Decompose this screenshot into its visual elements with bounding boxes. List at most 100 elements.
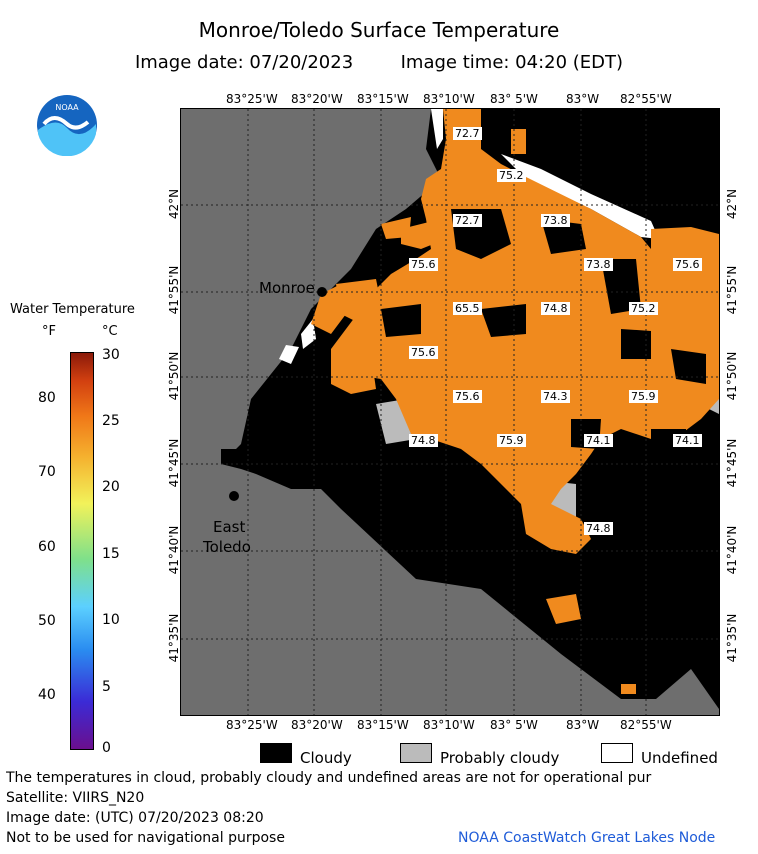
legend-unit-c: °C <box>102 324 118 339</box>
lat-label-right: 42°N <box>725 188 739 220</box>
lon-label-top: 83°25'W <box>226 92 278 106</box>
cloud-patch <box>381 304 421 337</box>
warm-water-area <box>621 684 636 694</box>
c-tick-30: 30 <box>102 347 120 363</box>
temp-label: 74.1 <box>584 434 613 447</box>
f-tick-40: 40 <box>38 687 56 703</box>
temperature-map[interactable]: 72.7 75.2 72.7 73.8 75.6 73.8 75.6 65.5 … <box>180 108 720 716</box>
c-tick-5: 5 <box>102 679 111 695</box>
lat-label-left: 41°45'N <box>167 438 181 488</box>
undefined-area <box>301 319 316 349</box>
f-tick-80: 80 <box>38 390 56 406</box>
cloud-patch <box>481 304 526 337</box>
graticule <box>181 109 719 715</box>
temp-label: 75.6 <box>673 258 702 271</box>
key-undefined-swatch <box>601 743 633 763</box>
image-time: Image time: 04:20 (EDT) <box>400 52 624 73</box>
lat-label-left: 41°50'N <box>167 351 181 401</box>
lon-label-top: 83°15'W <box>357 92 409 106</box>
temp-label: 73.8 <box>541 214 570 227</box>
lon-label-bottom: 83°W <box>566 718 600 732</box>
warm-water-area <box>511 129 526 154</box>
lon-label-bottom: 83° 5'W <box>490 718 538 732</box>
temperature-color-bar <box>70 352 94 750</box>
footer-utc-date: Image date: (UTC) 07/20/2023 08:20 <box>6 810 264 826</box>
footer-satellite: Satellite: VIIRS_N20 <box>6 790 145 806</box>
temp-label: 74.8 <box>584 522 613 535</box>
image-date-time: Image date: 07/20/2023 Image time: 04:20… <box>0 52 758 73</box>
lat-label-right: 41°50'N <box>725 351 739 401</box>
warm-water-area <box>401 219 446 249</box>
lat-label-left: 42°N <box>167 188 181 220</box>
legend-title: Water Temperature <box>10 302 135 317</box>
lon-label-bottom: 83°20'W <box>291 718 343 732</box>
monroe-marker <box>317 287 327 297</box>
lon-label-bottom: 83°10'W <box>423 718 475 732</box>
lon-label-bottom: 83°25'W <box>226 718 278 732</box>
lon-label-top: 83°10'W <box>423 92 475 106</box>
footer-note: The temperatures in cloud, probably clou… <box>6 770 652 786</box>
legend-unit-f: °F <box>42 324 56 339</box>
cloud-patch <box>621 329 651 359</box>
temp-label: 75.6 <box>409 258 438 271</box>
key-cloudy-swatch <box>260 743 292 763</box>
f-tick-50: 50 <box>38 613 56 629</box>
page-title: Monroe/Toledo Surface Temperature <box>198 18 560 42</box>
temp-label: 75.9 <box>629 390 658 403</box>
cloud-patch <box>541 219 586 254</box>
f-tick-60: 60 <box>38 539 56 555</box>
lon-label-top: 83°W <box>566 92 600 106</box>
warm-water-area <box>311 284 346 334</box>
temp-label: 75.2 <box>497 169 526 182</box>
f-tick-70: 70 <box>38 464 56 480</box>
key-cloudy-label: Cloudy <box>300 749 352 767</box>
lat-label-left: 41°35'N <box>167 613 181 663</box>
temp-label: 73.8 <box>584 258 613 271</box>
temp-label: 75.6 <box>409 346 438 359</box>
undefined-area <box>279 345 299 364</box>
image-date: Image date: 07/20/2023 <box>134 52 354 73</box>
warm-water-area <box>546 594 581 624</box>
lat-label-right: 41°45'N <box>725 438 739 488</box>
lon-label-bottom: 83°15'W <box>357 718 409 732</box>
cloud-patch <box>671 349 706 384</box>
place-east: East <box>213 518 246 536</box>
lat-label-left: 41°40'N <box>167 525 181 575</box>
place-k: K <box>709 171 719 189</box>
temp-label: 75.6 <box>453 390 482 403</box>
place-toledo: Toledo <box>203 538 251 556</box>
lon-label-top: 83° 5'W <box>490 92 538 106</box>
temp-label: 74.3 <box>541 390 570 403</box>
c-tick-0: 0 <box>102 740 111 756</box>
lat-label-right: 41°55'N <box>725 265 739 315</box>
lon-label-top: 82°55'W <box>620 92 672 106</box>
undefined-area <box>431 109 443 149</box>
temp-label: 72.7 <box>453 127 482 140</box>
footer-nav-note: Not to be used for navigational purpose <box>6 830 285 846</box>
place-monroe: Monroe <box>259 279 315 297</box>
temp-label: 72.7 <box>453 214 482 227</box>
undefined-area <box>501 154 659 239</box>
c-tick-10: 10 <box>102 612 120 628</box>
warm-water-area <box>331 354 376 394</box>
noaa-logo-text: NOAA <box>55 103 79 112</box>
lon-label-top: 83°20'W <box>291 92 343 106</box>
warm-water-area <box>381 217 411 239</box>
temp-label: 74.1 <box>673 434 702 447</box>
c-tick-15: 15 <box>102 546 120 562</box>
footer-credit: NOAA CoastWatch Great Lakes Node <box>458 830 716 846</box>
key-undefined-label: Undefined <box>641 749 718 767</box>
temp-label: 74.8 <box>409 434 438 447</box>
toledo-marker <box>229 491 239 501</box>
temp-label: 74.8 <box>541 302 570 315</box>
lat-label-right: 41°40'N <box>725 525 739 575</box>
key-probably-cloudy-swatch <box>400 743 432 763</box>
warm-water-area <box>336 279 381 324</box>
key-probably-cloudy-label: Probably cloudy <box>440 749 560 767</box>
c-tick-25: 25 <box>102 413 120 429</box>
temp-label: 75.2 <box>629 302 658 315</box>
lat-label-left: 41°55'N <box>167 265 181 315</box>
temp-label: 75.9 <box>497 434 526 447</box>
lat-label-right: 41°35'N <box>725 613 739 663</box>
lon-label-bottom: 82°55'W <box>620 718 672 732</box>
